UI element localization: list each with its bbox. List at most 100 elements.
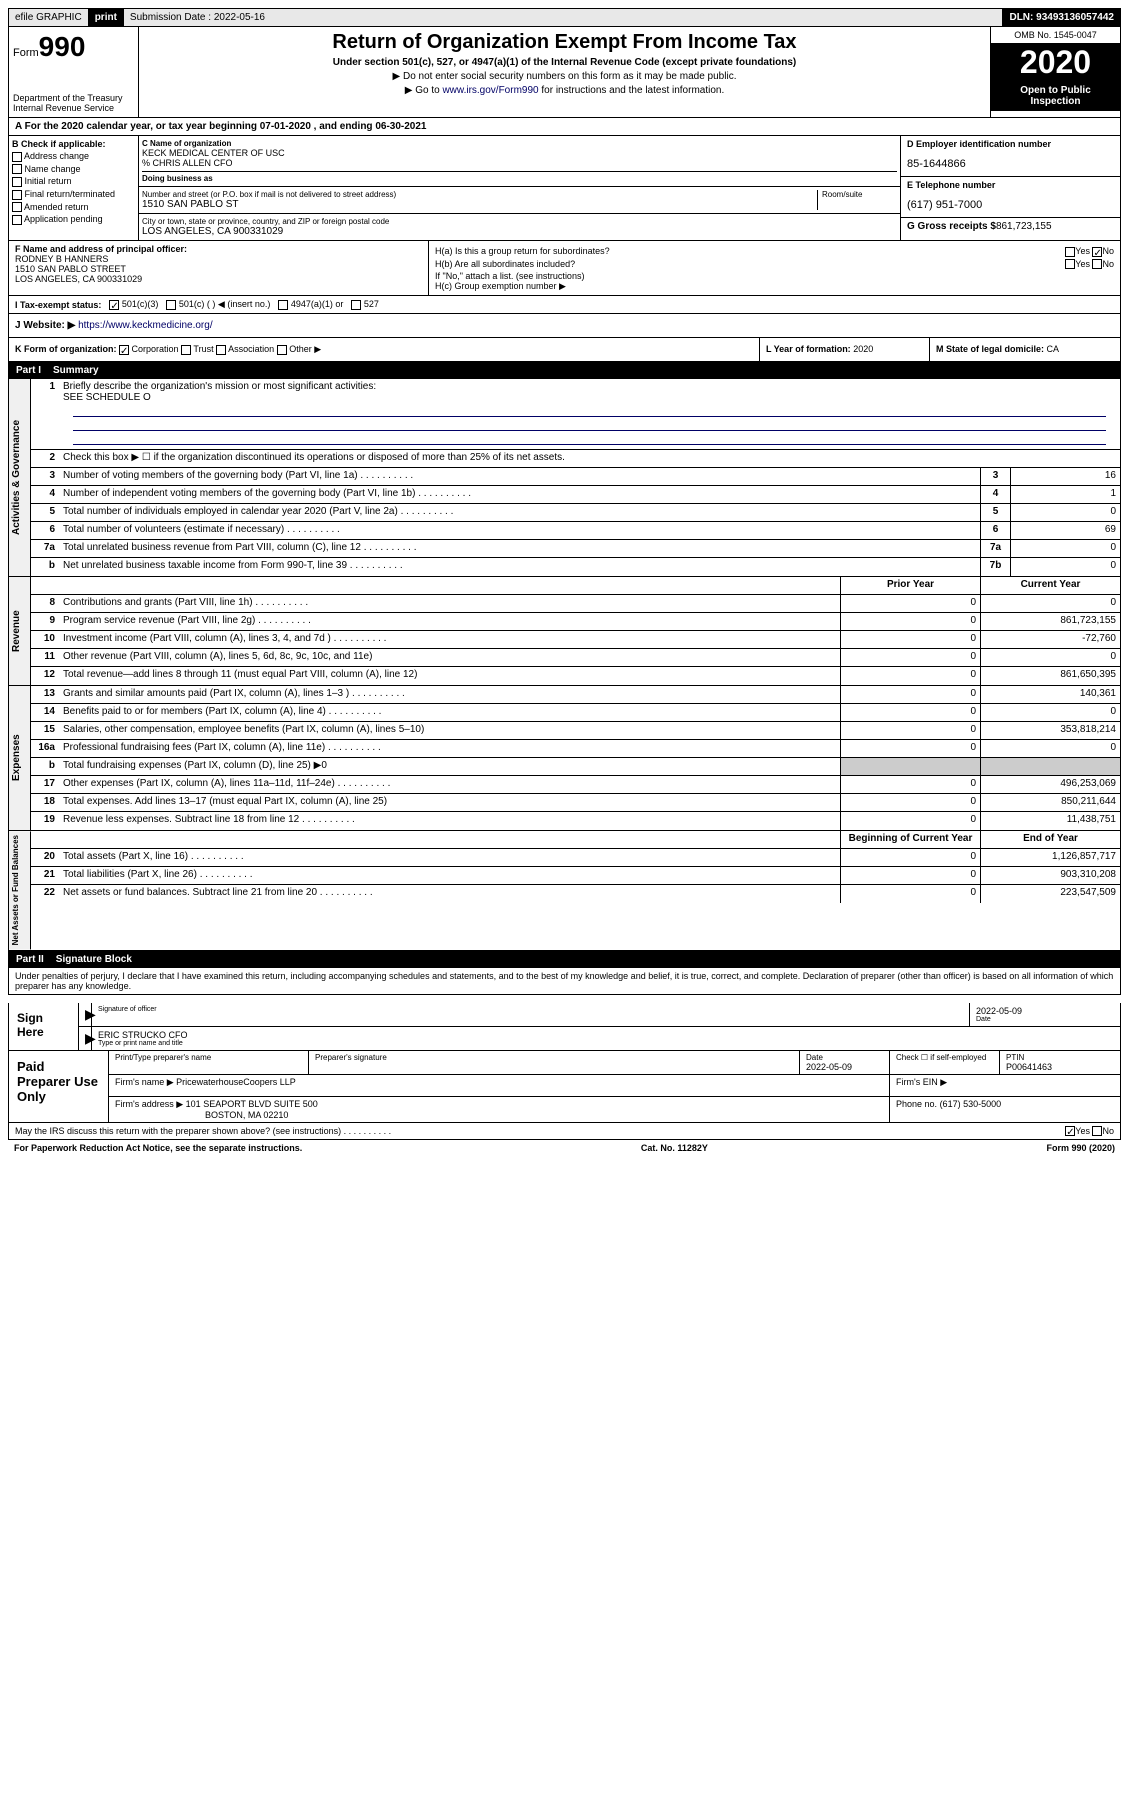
firm-phone: (617) 530-5000 xyxy=(940,1099,1002,1109)
line17-curr: 496,253,069 xyxy=(980,776,1120,793)
chk-other[interactable]: Other ▶ xyxy=(277,344,321,354)
line9-curr: 861,723,155 xyxy=(980,613,1120,630)
line18-curr: 850,211,644 xyxy=(980,794,1120,811)
sign-here-block: Sign Here ▶ Signature of officer 2022-05… xyxy=(8,1003,1121,1051)
form-number: 990 xyxy=(39,31,86,62)
part1-header: Part I Summary xyxy=(8,362,1121,379)
end-year-hdr: End of Year xyxy=(980,831,1120,848)
row-fg: F Name and address of principal officer:… xyxy=(8,241,1121,296)
chk-discuss-yes[interactable] xyxy=(1065,1126,1075,1136)
prior-year-hdr: Prior Year xyxy=(840,577,980,594)
expenses-label: Expenses xyxy=(9,686,31,830)
preparer-label: Paid Preparer Use Only xyxy=(9,1051,109,1122)
street-address: 1510 SAN PABLO ST xyxy=(142,199,817,210)
col-b-header: B Check if applicable: xyxy=(12,139,135,149)
line8-curr: 0 xyxy=(980,595,1120,612)
col-l: L Year of formation: 2020 xyxy=(760,338,930,361)
chk-discuss-no[interactable] xyxy=(1092,1126,1102,1136)
top-bar: efile GRAPHIC print Submission Date : 20… xyxy=(8,8,1121,27)
form-header: Form990 Department of the Treasury Inter… xyxy=(8,27,1121,118)
chk-527[interactable]: 527 xyxy=(351,299,379,310)
line5-value: 0 xyxy=(1010,504,1120,521)
chk-final-return[interactable]: Final return/terminated xyxy=(12,189,135,200)
footer-left: For Paperwork Reduction Act Notice, see … xyxy=(14,1143,302,1153)
gross-receipts: G Gross receipts $861,723,155 xyxy=(901,217,1120,235)
chk-initial-return[interactable]: Initial return xyxy=(12,176,135,187)
officer-name: RODNEY B HANNERS xyxy=(15,254,422,264)
officer-print-name: ERIC STRUCKO CFO xyxy=(98,1030,188,1040)
check-self-employed[interactable]: Check ☐ if self-employed xyxy=(896,1053,993,1062)
netassets-section: Net Assets or Fund Balances Beginning of… xyxy=(8,831,1121,950)
footer: For Paperwork Reduction Act Notice, see … xyxy=(8,1140,1121,1156)
mission-text: SEE SCHEDULE O xyxy=(63,392,151,403)
prep-date: 2022-05-09 xyxy=(806,1062,852,1072)
col-de: D Employer identification number 85-1644… xyxy=(900,136,1120,240)
ein-label: D Employer identification number xyxy=(901,136,1120,152)
line10-curr: -72,760 xyxy=(980,631,1120,648)
row-bc: B Check if applicable: Address change Na… xyxy=(8,136,1121,241)
line19-curr: 11,438,751 xyxy=(980,812,1120,830)
goto-link[interactable]: www.irs.gov/Form990 xyxy=(442,85,538,96)
chk-corp[interactable]: Corporation xyxy=(119,344,179,354)
goto-instructions: ▶ Go to www.irs.gov/Form990 for instruct… xyxy=(143,85,986,96)
chk-assoc[interactable]: Association xyxy=(216,344,274,354)
ha-question: H(a) Is this a group return for subordin… xyxy=(435,246,610,257)
dba-label: Doing business as xyxy=(142,171,897,183)
officer-addr2: LOS ANGELES, CA 900331029 xyxy=(15,274,422,284)
line12-curr: 861,650,395 xyxy=(980,667,1120,685)
footer-center: Cat. No. 11282Y xyxy=(641,1143,708,1153)
line4-value: 1 xyxy=(1010,486,1120,503)
chk-trust[interactable]: Trust xyxy=(181,344,214,354)
revenue-label: Revenue xyxy=(9,577,31,685)
phone-value: (617) 951-7000 xyxy=(901,193,1120,217)
chk-501c[interactable]: 501(c) ( ) ◀ (insert no.) xyxy=(166,299,270,310)
governance-section: Activities & Governance 1 Briefly descri… xyxy=(8,379,1121,577)
col-f: F Name and address of principal officer:… xyxy=(9,241,429,295)
expenses-section: Expenses 13Grants and similar amounts pa… xyxy=(8,686,1121,831)
sign-here-label: Sign Here xyxy=(9,1003,79,1050)
footer-right: Form 990 (2020) xyxy=(1046,1143,1115,1153)
care-of: % CHRIS ALLEN CFO xyxy=(142,158,897,168)
line3-value: 16 xyxy=(1010,468,1120,485)
line16a-curr: 0 xyxy=(980,740,1120,757)
city-state-zip: LOS ANGELES, CA 900331029 xyxy=(142,226,897,237)
officer-addr1: 1510 SAN PABLO STREET xyxy=(15,264,422,274)
dln-label: DLN: 93493136057442 xyxy=(1003,9,1120,26)
chk-name-change[interactable]: Name change xyxy=(12,164,135,175)
section-a: A For the 2020 calendar year, or tax yea… xyxy=(8,118,1121,136)
chk-501c3[interactable]: 501(c)(3) xyxy=(109,299,158,310)
line13-curr: 140,361 xyxy=(980,686,1120,703)
chk-4947[interactable]: 4947(a)(1) or xyxy=(278,299,343,310)
line22-end: 223,547,509 xyxy=(980,885,1120,903)
omb-number: OMB No. 1545-0047 xyxy=(991,27,1120,44)
line7a-value: 0 xyxy=(1010,540,1120,557)
form-subtitle: Under section 501(c), 527, or 4947(a)(1)… xyxy=(143,57,986,68)
line11-curr: 0 xyxy=(980,649,1120,666)
form-prefix: Form xyxy=(13,47,39,59)
form-title: Return of Organization Exempt From Incom… xyxy=(143,31,986,54)
discuss-row: May the IRS discuss this return with the… xyxy=(8,1123,1121,1141)
phone-label: E Telephone number xyxy=(901,176,1120,193)
netassets-label: Net Assets or Fund Balances xyxy=(9,831,31,949)
col-m: M State of legal domicile: CA xyxy=(930,338,1120,361)
hb-question: H(b) Are all subordinates included? xyxy=(435,259,575,270)
chk-amended-return[interactable]: Amended return xyxy=(12,202,135,213)
chk-address-change[interactable]: Address change xyxy=(12,151,135,162)
current-year-hdr: Current Year xyxy=(980,577,1120,594)
print-button[interactable]: print xyxy=(89,9,124,26)
col-h: H(a) Is this a group return for subordin… xyxy=(429,241,1120,295)
addr-label: Number and street (or P.O. box if mail i… xyxy=(142,190,817,199)
website-link[interactable]: https://www.keckmedicine.org/ xyxy=(78,320,213,331)
chk-application-pending[interactable]: Application pending xyxy=(12,214,135,225)
firm-name: PricewaterhouseCoopers LLP xyxy=(176,1077,296,1087)
signature-intro: Under penalties of perjury, I declare th… xyxy=(8,968,1121,995)
sig-date: 2022-05-09 xyxy=(976,1006,1022,1016)
governance-label: Activities & Governance xyxy=(9,379,31,576)
officer-label: F Name and address of principal officer: xyxy=(15,244,422,254)
revenue-section: Revenue Prior YearCurrent Year 8Contribu… xyxy=(8,577,1121,686)
col-k: K Form of organization: Corporation Trus… xyxy=(9,338,760,361)
line15-curr: 353,818,214 xyxy=(980,722,1120,739)
city-label: City or town, state or province, country… xyxy=(142,217,897,226)
discuss-question: May the IRS discuss this return with the… xyxy=(15,1126,391,1137)
firm-addr2: BOSTON, MA 02210 xyxy=(205,1110,288,1120)
